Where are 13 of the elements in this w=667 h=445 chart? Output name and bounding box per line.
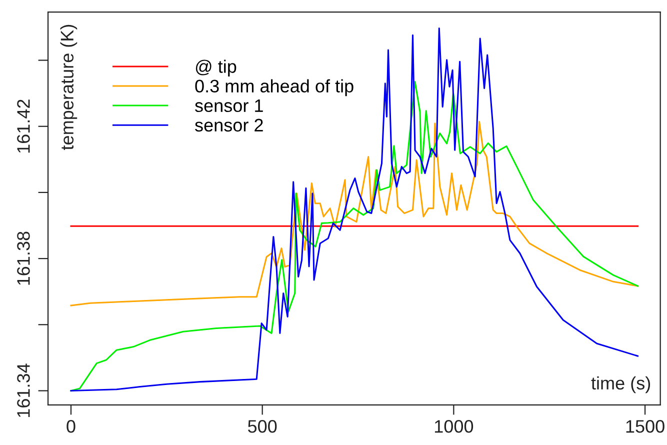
legend-label: @ tip [196,60,236,77]
y-tick-label: 161.34 [17,364,30,417]
legend-label: sensor 1 [195,99,263,112]
legend-label: sensor 2 [195,118,263,132]
x-tick-label: 1000 [434,420,474,433]
legend-label: 0.3 mm ahead of tip [195,79,354,96]
x-tick-label: 500 [248,420,277,433]
y-axis-title: temperature (K) [60,24,78,150]
y-tick-label: 161.38 [17,232,30,285]
x-tick-label: 0 [66,420,76,433]
x-axis-title: time (s) [591,376,650,394]
x-tick-label: 1500 [626,420,664,433]
y-tick-label: 161.42 [17,100,30,153]
